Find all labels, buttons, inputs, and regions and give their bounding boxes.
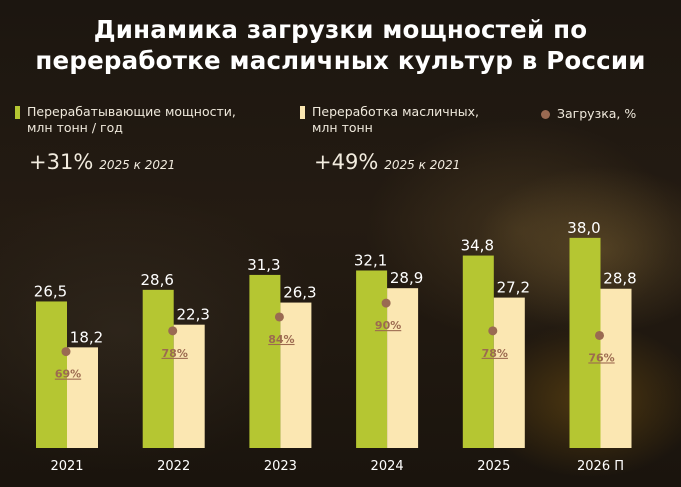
bar-capacity [356,270,388,448]
value-label-capacity: 38,0 [567,219,600,237]
title-line-1: Динамика загрузки мощностей по [93,15,588,44]
x-tick-label: 2025 [477,459,510,474]
value-label-processing: 28,8 [603,270,636,288]
bar-processing [600,288,632,448]
x-tick-label: 2024 [371,459,404,474]
load-marker [595,330,604,340]
load-marker [381,298,391,308]
growth-capacity-value: +31% [29,150,94,174]
bar-processing [280,302,312,448]
load-label: 69% [55,368,81,381]
legend-capacity-line-2: млн тонн / год [27,120,123,135]
value-label-capacity: 28,6 [140,271,173,289]
bar-processing [493,297,525,448]
bar-capacity [36,301,67,448]
load-label: 78% [482,347,508,360]
chart-title: Динамика загрузки мощностей по переработ… [0,14,681,76]
legend-swatch-processing [300,106,305,119]
growth-capacity-note: 2025 к 2021 [99,158,176,172]
x-tick-label: 2022 [157,459,190,474]
bar-capacity [142,289,174,448]
value-label-processing: 18,2 [70,328,103,346]
value-label-processing: 28,9 [390,269,423,287]
legend-label-capacity: Перерабатывающие мощности, млн тонн / го… [27,104,236,136]
load-label: 78% [162,347,188,360]
bar-capacity [249,274,281,448]
bar-capacity [569,237,601,448]
legend-label-load: Загрузка, % [557,106,637,121]
bar-processing [173,324,205,448]
x-tick-label: 2021 [50,459,83,474]
load-label: 90% [375,319,401,332]
legend-swatch-capacity [15,106,20,119]
value-label-capacity: 31,3 [247,256,280,274]
growth-capacity: +31% 2025 к 2021 [29,150,175,174]
value-label-processing: 22,3 [176,306,209,324]
x-tick-label: 2026 П [577,459,624,474]
load-label: 76% [588,351,614,364]
growth-processing: +49% 2025 к 2021 [314,150,460,174]
x-tick-label: 2023 [264,459,297,474]
legend-dot-load [541,110,550,119]
legend-capacity-line-1: Перерабатывающие мощности, [27,104,236,119]
value-label-processing: 27,2 [497,279,530,297]
load-marker [274,312,284,322]
growth-processing-value: +49% [314,150,379,174]
value-label-capacity: 34,8 [461,237,494,255]
load-marker [168,326,178,336]
legend-label-processing: Переработка масличных, млн тонн [312,104,479,136]
load-marker [488,326,498,336]
legend-processing-line-1: Переработка масличных, [312,104,480,119]
load-marker [61,347,71,357]
value-label-processing: 26,3 [283,284,316,302]
value-label-capacity: 32,1 [354,251,387,269]
load-label: 84% [268,333,294,346]
bar-processing [387,288,419,448]
bar-capacity [462,255,494,448]
growth-processing-note: 2025 к 2021 [384,158,461,172]
bar-processing [67,347,98,448]
title-line-2: переработке масличных культур в России [35,46,646,75]
legend-processing-line-2: млн тонн [312,120,373,135]
value-label-capacity: 26,5 [34,282,67,300]
